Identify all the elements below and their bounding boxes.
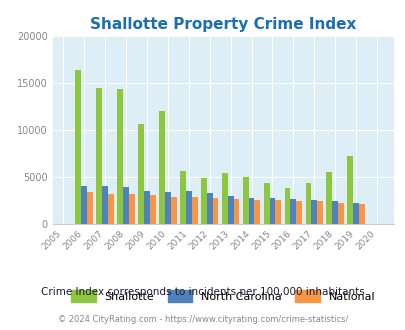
Bar <box>185 191 191 224</box>
Bar <box>117 89 123 224</box>
Bar <box>311 200 316 224</box>
Bar <box>123 187 129 224</box>
Bar <box>331 201 337 224</box>
Bar <box>242 177 248 224</box>
Bar <box>284 188 290 224</box>
Title: Shallotte Property Crime Index: Shallotte Property Crime Index <box>90 17 356 32</box>
Bar <box>75 70 81 224</box>
Bar <box>290 199 296 224</box>
Bar <box>191 197 197 224</box>
Bar <box>81 186 87 224</box>
Bar <box>347 156 352 224</box>
Bar <box>149 195 156 224</box>
Bar <box>233 199 239 224</box>
Text: © 2024 CityRating.com - https://www.cityrating.com/crime-statistics/: © 2024 CityRating.com - https://www.city… <box>58 315 347 324</box>
Bar <box>263 183 269 224</box>
Bar <box>275 200 281 224</box>
Bar <box>305 183 311 224</box>
Bar <box>164 192 171 224</box>
Bar <box>316 201 322 224</box>
Bar <box>248 198 254 224</box>
Bar <box>87 192 93 224</box>
Bar <box>206 193 212 224</box>
Bar <box>171 197 176 224</box>
Bar <box>254 200 260 224</box>
Bar <box>358 204 364 224</box>
Legend: Shallotte, North Carolina, National: Shallotte, North Carolina, National <box>71 290 374 302</box>
Bar <box>269 198 275 224</box>
Bar <box>221 173 227 224</box>
Bar <box>96 88 102 224</box>
Bar <box>326 172 331 224</box>
Bar <box>138 124 144 224</box>
Text: Crime Index corresponds to incidents per 100,000 inhabitants: Crime Index corresponds to incidents per… <box>41 287 364 297</box>
Bar <box>129 194 134 224</box>
Bar <box>159 111 164 224</box>
Bar <box>144 191 149 224</box>
Bar <box>200 178 206 224</box>
Bar <box>102 186 108 224</box>
Bar <box>352 203 358 224</box>
Bar <box>227 196 233 224</box>
Bar <box>296 201 301 224</box>
Bar <box>108 194 113 224</box>
Bar <box>337 203 343 224</box>
Bar <box>212 198 218 224</box>
Bar <box>179 171 185 224</box>
